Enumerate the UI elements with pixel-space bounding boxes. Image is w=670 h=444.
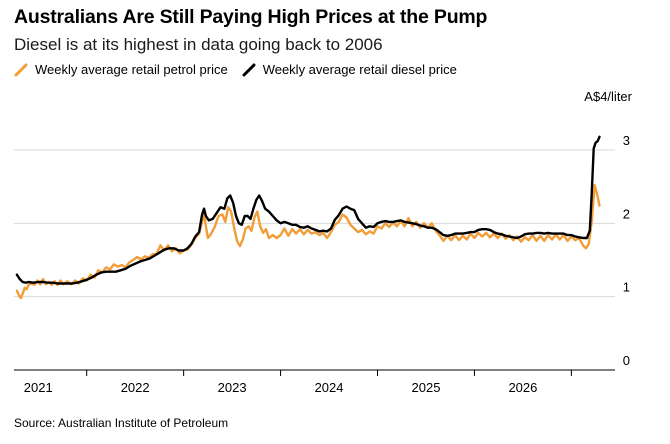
legend-label-petrol: Weekly average retail petrol price [35, 62, 228, 77]
y-tick-label-0: 0 [623, 353, 630, 368]
legend-swatch-petrol [14, 63, 28, 76]
series-line-diesel [15, 135, 601, 285]
source-note: Source: Australian Institute of Petroleu… [14, 416, 229, 430]
y-tick-label-1: 1 [623, 280, 630, 295]
chart-title: Australians Are Still Paying High Prices… [14, 6, 488, 28]
legend-label-diesel: Weekly average retail diesel price [262, 62, 457, 77]
x-tick-label-2026: 2026 [508, 380, 537, 395]
x-tick-label-2021: 2021 [24, 380, 53, 395]
chart-legend: Weekly average retail petrol price Weekl… [14, 62, 471, 77]
series-line-petrol [15, 184, 601, 300]
chart-subtitle: Diesel is at its highest in data going b… [14, 35, 383, 54]
legend-item-petrol: Weekly average retail petrol price [14, 62, 228, 77]
y-tick-label-3: 3 [623, 133, 630, 148]
x-tick-label-2023: 2023 [218, 380, 247, 395]
x-tick-label-2025: 2025 [412, 380, 441, 395]
x-tick-label-2022: 2022 [121, 380, 150, 395]
y-axis-unit-label: A$4/liter [584, 89, 632, 104]
legend-item-diesel: Weekly average retail diesel price [242, 62, 457, 77]
legend-swatch-diesel [242, 63, 256, 76]
x-tick-label-2024: 2024 [315, 380, 344, 395]
y-tick-label-2: 2 [623, 206, 630, 221]
